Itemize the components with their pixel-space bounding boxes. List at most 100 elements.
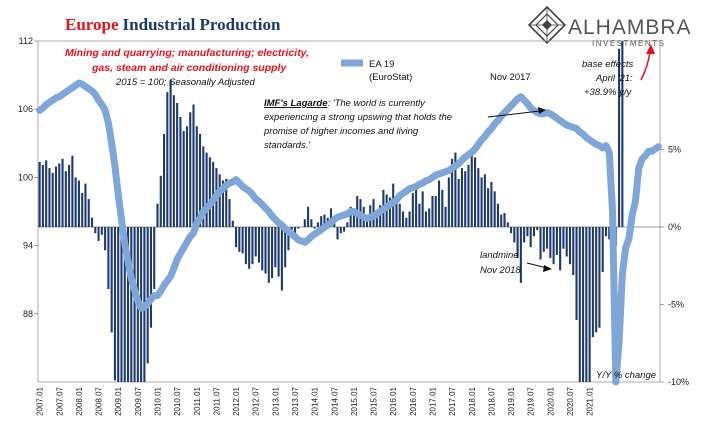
- yoy-bar: [352, 211, 355, 227]
- left-tick-label: 94: [23, 241, 33, 251]
- yoy-bar: [451, 158, 454, 227]
- yoy-bar: [568, 227, 572, 265]
- yoy-bar: [182, 130, 185, 227]
- yoy-bar: [58, 163, 61, 227]
- yoy-bar: [146, 227, 149, 364]
- yoy-bar: [254, 227, 257, 257]
- right-tick-label: -10%: [668, 377, 689, 387]
- yoy-bar: [274, 227, 277, 268]
- left-tick-label: 112: [19, 36, 33, 46]
- yoy-bar: [467, 165, 470, 227]
- yoy-bar: [45, 160, 48, 227]
- yoy-bar: [100, 227, 103, 235]
- yoy-bar: [428, 208, 431, 227]
- yoy-bar: [126, 227, 130, 382]
- yoy-bar: [415, 188, 418, 227]
- yoy-bar: [48, 168, 51, 227]
- title-rest: Industrial Production: [123, 15, 281, 34]
- yoy-bar: [120, 227, 123, 382]
- yoy-bar: [493, 191, 496, 227]
- yoy-bar: [172, 95, 175, 227]
- yoy-bar: [434, 196, 437, 227]
- landmine-line-1: landmine: [480, 250, 519, 261]
- yoy-bar: [189, 112, 192, 227]
- landmine-arrowhead-icon: [543, 265, 552, 272]
- chart-title: Europe Industrial Production: [65, 15, 281, 34]
- landmine-arrow: [526, 262, 548, 269]
- yoy-bar: [68, 165, 71, 227]
- lagarde-line-3: promise of higher incomes and living: [263, 126, 419, 137]
- yoy-bar: [280, 227, 283, 291]
- yoy-bar: [64, 171, 67, 227]
- yoy-bar: [408, 211, 411, 227]
- yoy-bar: [523, 227, 526, 243]
- yoy-bar: [424, 211, 427, 227]
- yoy-bar: [601, 227, 604, 272]
- yoy-bar: [431, 196, 434, 227]
- yoy-bar: [595, 227, 598, 333]
- yoy-bar: [539, 227, 542, 260]
- yoy-bar: [179, 116, 182, 227]
- x-tick-label: 2010.07: [173, 386, 182, 415]
- yoy-bar: [218, 174, 221, 227]
- base-effects-line-2: April '21:: [595, 73, 633, 84]
- yoy-bar: [552, 227, 555, 265]
- yoy-bar: [604, 227, 608, 237]
- yoy-bar: [339, 227, 342, 234]
- yoy-bar: [483, 174, 486, 227]
- x-tick-label: 2018.01: [468, 386, 477, 415]
- yoy-bar: [500, 214, 503, 227]
- yoy-bar: [94, 227, 97, 234]
- left-tick-label: 88: [23, 309, 33, 319]
- yoy-bar: [572, 227, 575, 276]
- yoy-bar: [41, 165, 44, 227]
- yoy-bar: [349, 206, 352, 227]
- yoy-bar: [447, 177, 450, 227]
- yoy-bar: [519, 227, 522, 283]
- yoy-bar: [375, 211, 378, 227]
- legend-source: (EuroStat): [369, 72, 412, 83]
- yoy-bar: [71, 155, 74, 227]
- yoy-bar: [87, 199, 90, 227]
- yoy-bar: [591, 227, 594, 338]
- x-tick-label: 2011.07: [212, 386, 221, 415]
- yoy-bar: [84, 183, 87, 227]
- yoy-bar: [162, 134, 166, 227]
- yoy-bar: [487, 188, 490, 227]
- yoy-bar: [104, 227, 107, 251]
- yoy-bar: [565, 227, 568, 257]
- base-effects-line-1: base effects: [582, 59, 633, 70]
- x-tick-label: 2015.01: [350, 386, 359, 415]
- yoy-bar: [346, 222, 349, 227]
- yoy-bar: [549, 227, 552, 258]
- yoy-bar: [310, 219, 313, 227]
- yoy-bar: [271, 227, 274, 279]
- x-tick-label: 2014.01: [311, 386, 320, 415]
- lagarde-line-2: experiencing a strong upswing that holds…: [264, 112, 452, 123]
- yoy-bar: [421, 191, 424, 227]
- series-line-ea19: [36, 79, 662, 386]
- x-tick-label: 2013.07: [291, 386, 300, 415]
- yoy-bar: [61, 158, 64, 227]
- yoy-bar: [516, 227, 519, 258]
- yoy-bar: [303, 219, 306, 227]
- yoy-bar: [316, 222, 319, 227]
- subtitle-line-1: Mining and quarrying; manufacturing; ele…: [65, 47, 309, 59]
- yoy-bar: [470, 155, 473, 227]
- yoy-bar: [238, 227, 241, 252]
- yoy-bar: [454, 152, 457, 227]
- yoy-bar: [578, 227, 581, 382]
- yoy-bar: [248, 227, 251, 269]
- yoy-bar: [293, 227, 297, 234]
- brand-emblem-icon: [527, 5, 567, 45]
- yoy-bar: [166, 92, 169, 228]
- yoy-bar: [202, 146, 205, 227]
- yoy-bar: [117, 227, 120, 382]
- right-tick-label: 0%: [668, 222, 681, 232]
- yoy-bar: [588, 227, 591, 382]
- yoy-bar: [441, 189, 444, 227]
- yoy-bar: [444, 206, 447, 227]
- yy-change-label: Y/Y % change: [596, 370, 656, 381]
- yoy-bar: [598, 227, 601, 328]
